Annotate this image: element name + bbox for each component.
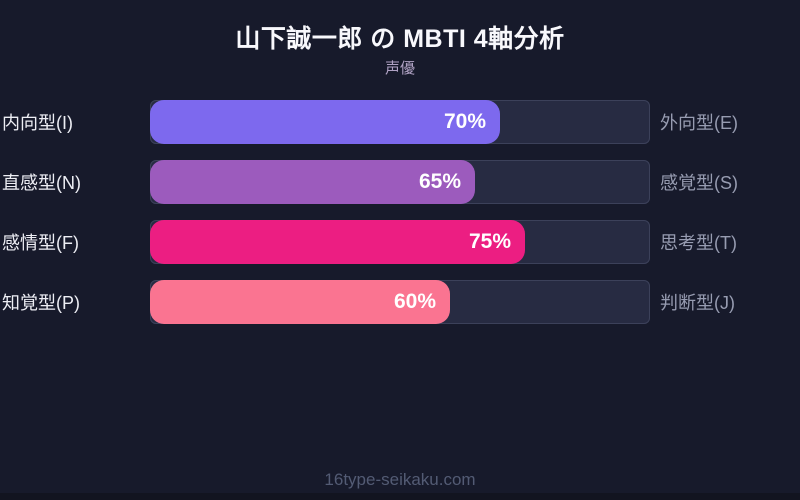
axis-row-ns: 直感型(N) 65% 感覚型(S) bbox=[0, 160, 800, 204]
page-title: 山下誠一郎 の MBTI 4軸分析 bbox=[235, 25, 565, 53]
axis-bar-track: 60% bbox=[150, 280, 650, 324]
axis-row-pj: 知覚型(P) 60% 判断型(J) bbox=[0, 280, 800, 324]
mbti-bar-chart: 内向型(I) 70% 外向型(E) 直感型(N) 65% 感覚型(S) 感情型(… bbox=[0, 100, 800, 340]
axis-bar-fill: 75% bbox=[150, 220, 525, 264]
axis-bar-track: 65% bbox=[150, 160, 650, 204]
axis-bar-fill: 70% bbox=[150, 100, 500, 144]
axis-right-label: 外向型(E) bbox=[660, 113, 738, 133]
axis-value-label: 60% bbox=[393, 290, 436, 313]
bottom-edge-strip bbox=[0, 493, 800, 500]
axis-row-ie: 内向型(I) 70% 外向型(E) bbox=[0, 100, 800, 144]
axis-bar-track: 75% bbox=[150, 220, 650, 264]
axis-bar-fill: 65% bbox=[150, 160, 475, 204]
axis-left-label: 内向型(I) bbox=[2, 113, 73, 133]
page-subtitle: 声優 bbox=[384, 60, 415, 77]
axis-left-label: 知覚型(P) bbox=[2, 293, 80, 313]
axis-left-label: 感情型(F) bbox=[2, 233, 79, 253]
axis-value-label: 65% bbox=[418, 170, 461, 193]
axis-value-label: 70% bbox=[443, 110, 486, 133]
axis-value-label: 75% bbox=[468, 230, 511, 253]
axis-right-label: 感覚型(S) bbox=[660, 173, 738, 193]
axis-row-ft: 感情型(F) 75% 思考型(T) bbox=[0, 220, 800, 264]
axis-bar-track: 70% bbox=[150, 100, 650, 144]
axis-right-label: 思考型(T) bbox=[660, 233, 737, 253]
axis-bar-fill: 60% bbox=[150, 280, 450, 324]
watermark: 16type-seikaku.com bbox=[324, 470, 476, 489]
axis-left-label: 直感型(N) bbox=[2, 173, 81, 193]
axis-right-label: 判断型(J) bbox=[660, 293, 735, 313]
